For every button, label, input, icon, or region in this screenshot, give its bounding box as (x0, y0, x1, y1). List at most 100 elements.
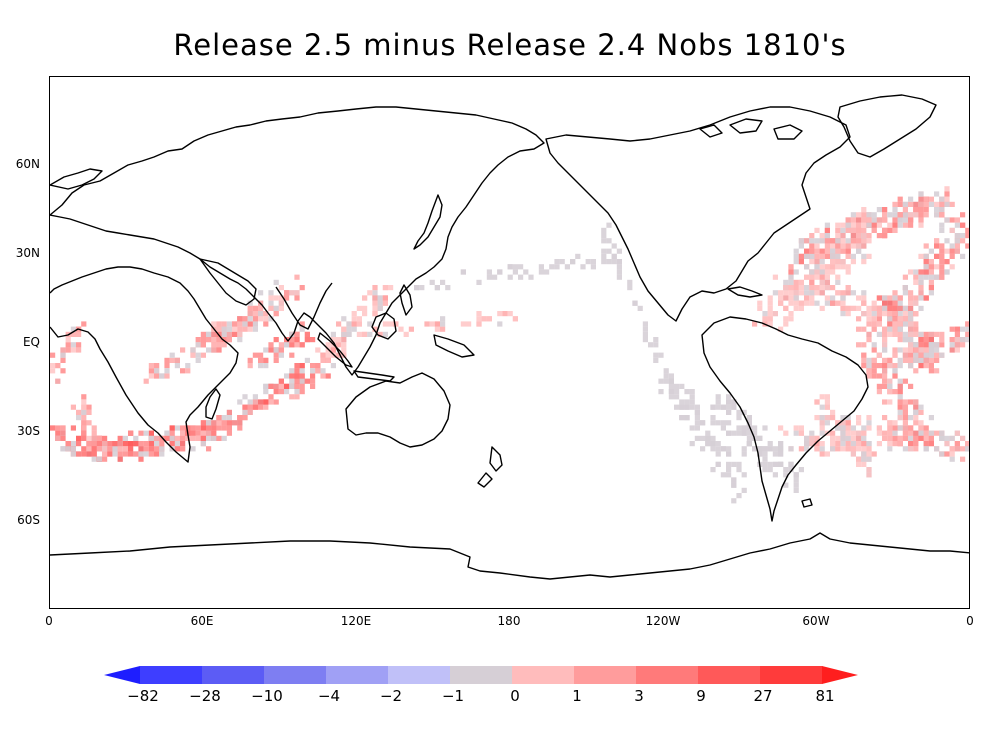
heat-cell (861, 425, 867, 431)
heat-cell (845, 430, 851, 436)
heat-cell (923, 337, 929, 343)
heat-cell (861, 243, 867, 249)
heat-cell (195, 430, 201, 436)
heat-cell (336, 337, 342, 343)
heat-cell (252, 404, 258, 410)
heat-cell (918, 425, 924, 431)
heat-cell (736, 415, 742, 421)
heat-cell (226, 321, 232, 327)
heat-cell (221, 415, 227, 421)
heat-cell (679, 404, 685, 410)
heat-cell (200, 331, 206, 337)
heat-cell (908, 269, 914, 275)
heat-cell (944, 238, 950, 244)
heat-cell (346, 321, 352, 327)
heat-cell (81, 420, 87, 426)
heat-cell (798, 259, 804, 265)
heat-cell (81, 451, 87, 457)
heat-cell (840, 243, 846, 249)
heat-cell (185, 363, 191, 369)
heat-cell (866, 222, 872, 228)
heat-cell (200, 430, 206, 436)
heat-cell (830, 300, 836, 306)
heat-cell (965, 446, 969, 452)
heat-cell (918, 409, 924, 415)
heat-cell (252, 352, 258, 358)
heat-cell (882, 295, 888, 301)
heat-cell (949, 451, 955, 457)
heat-cell (835, 227, 841, 233)
heat-cell (268, 316, 274, 322)
heat-cell (585, 259, 591, 265)
heat-cell (944, 269, 950, 275)
heat-cell (268, 342, 274, 348)
heat-cell (923, 446, 929, 452)
heat-cell (866, 420, 872, 426)
heat-cell (902, 378, 908, 384)
heat-cell (913, 430, 919, 436)
heat-cell (835, 233, 841, 239)
heat-cell (237, 337, 243, 343)
heat-cell (814, 248, 820, 254)
heat-cell (923, 269, 929, 275)
heat-cell (954, 243, 960, 249)
heat-cell (960, 233, 966, 239)
heat-cell (809, 285, 815, 291)
heat-cell (928, 264, 934, 270)
heat-cell (76, 342, 82, 348)
heat-cell (741, 425, 747, 431)
heat-cell (809, 290, 815, 296)
heat-cell (850, 441, 856, 447)
heat-cell (169, 435, 175, 441)
heat-cell (908, 357, 914, 363)
heat-cell (804, 446, 810, 452)
heat-cell (226, 409, 232, 415)
heat-cell (762, 461, 768, 467)
heat-cell (211, 435, 217, 441)
heat-cell (117, 456, 123, 462)
colorbar-label: 9 (696, 687, 706, 705)
heat-cell (876, 233, 882, 239)
heat-cell (746, 420, 752, 426)
heat-cell (658, 352, 664, 358)
heat-cell (76, 415, 82, 421)
heat-cell (289, 331, 295, 337)
heat-cell (871, 222, 877, 228)
heat-cell (830, 253, 836, 259)
heat-cell (382, 300, 388, 306)
heat-cell (814, 238, 820, 244)
heat-cell (50, 363, 56, 369)
heat-cell (866, 217, 872, 223)
heat-cell (226, 420, 232, 426)
heat-cell (372, 305, 378, 311)
heat-cell (923, 347, 929, 353)
heat-cell (221, 337, 227, 343)
heat-cell (887, 399, 893, 405)
heat-cell (918, 352, 924, 358)
heat-cell (268, 305, 274, 311)
heat-cell (148, 430, 154, 436)
heat-cell (934, 243, 940, 249)
heat-cell (913, 399, 919, 405)
heat-cell (902, 337, 908, 343)
heat-cell (466, 321, 472, 327)
heat-cell (856, 435, 862, 441)
heat-cell (778, 290, 784, 296)
heat-cell (804, 238, 810, 244)
heat-cell (757, 305, 763, 311)
heat-cell (845, 238, 851, 244)
heat-cell (86, 409, 92, 415)
heat-cell (736, 409, 742, 415)
heat-cell (263, 357, 269, 363)
heat-cell (949, 253, 955, 259)
heat-cell (876, 383, 882, 389)
heat-cell (840, 227, 846, 233)
heat-cell (840, 425, 846, 431)
heat-cell (960, 456, 966, 462)
heat-cell (180, 435, 186, 441)
heat-cell (398, 326, 404, 332)
heat-cell (81, 430, 87, 436)
heat-cell (897, 212, 903, 218)
heat-cell (840, 238, 846, 244)
heat-cell (372, 290, 378, 296)
